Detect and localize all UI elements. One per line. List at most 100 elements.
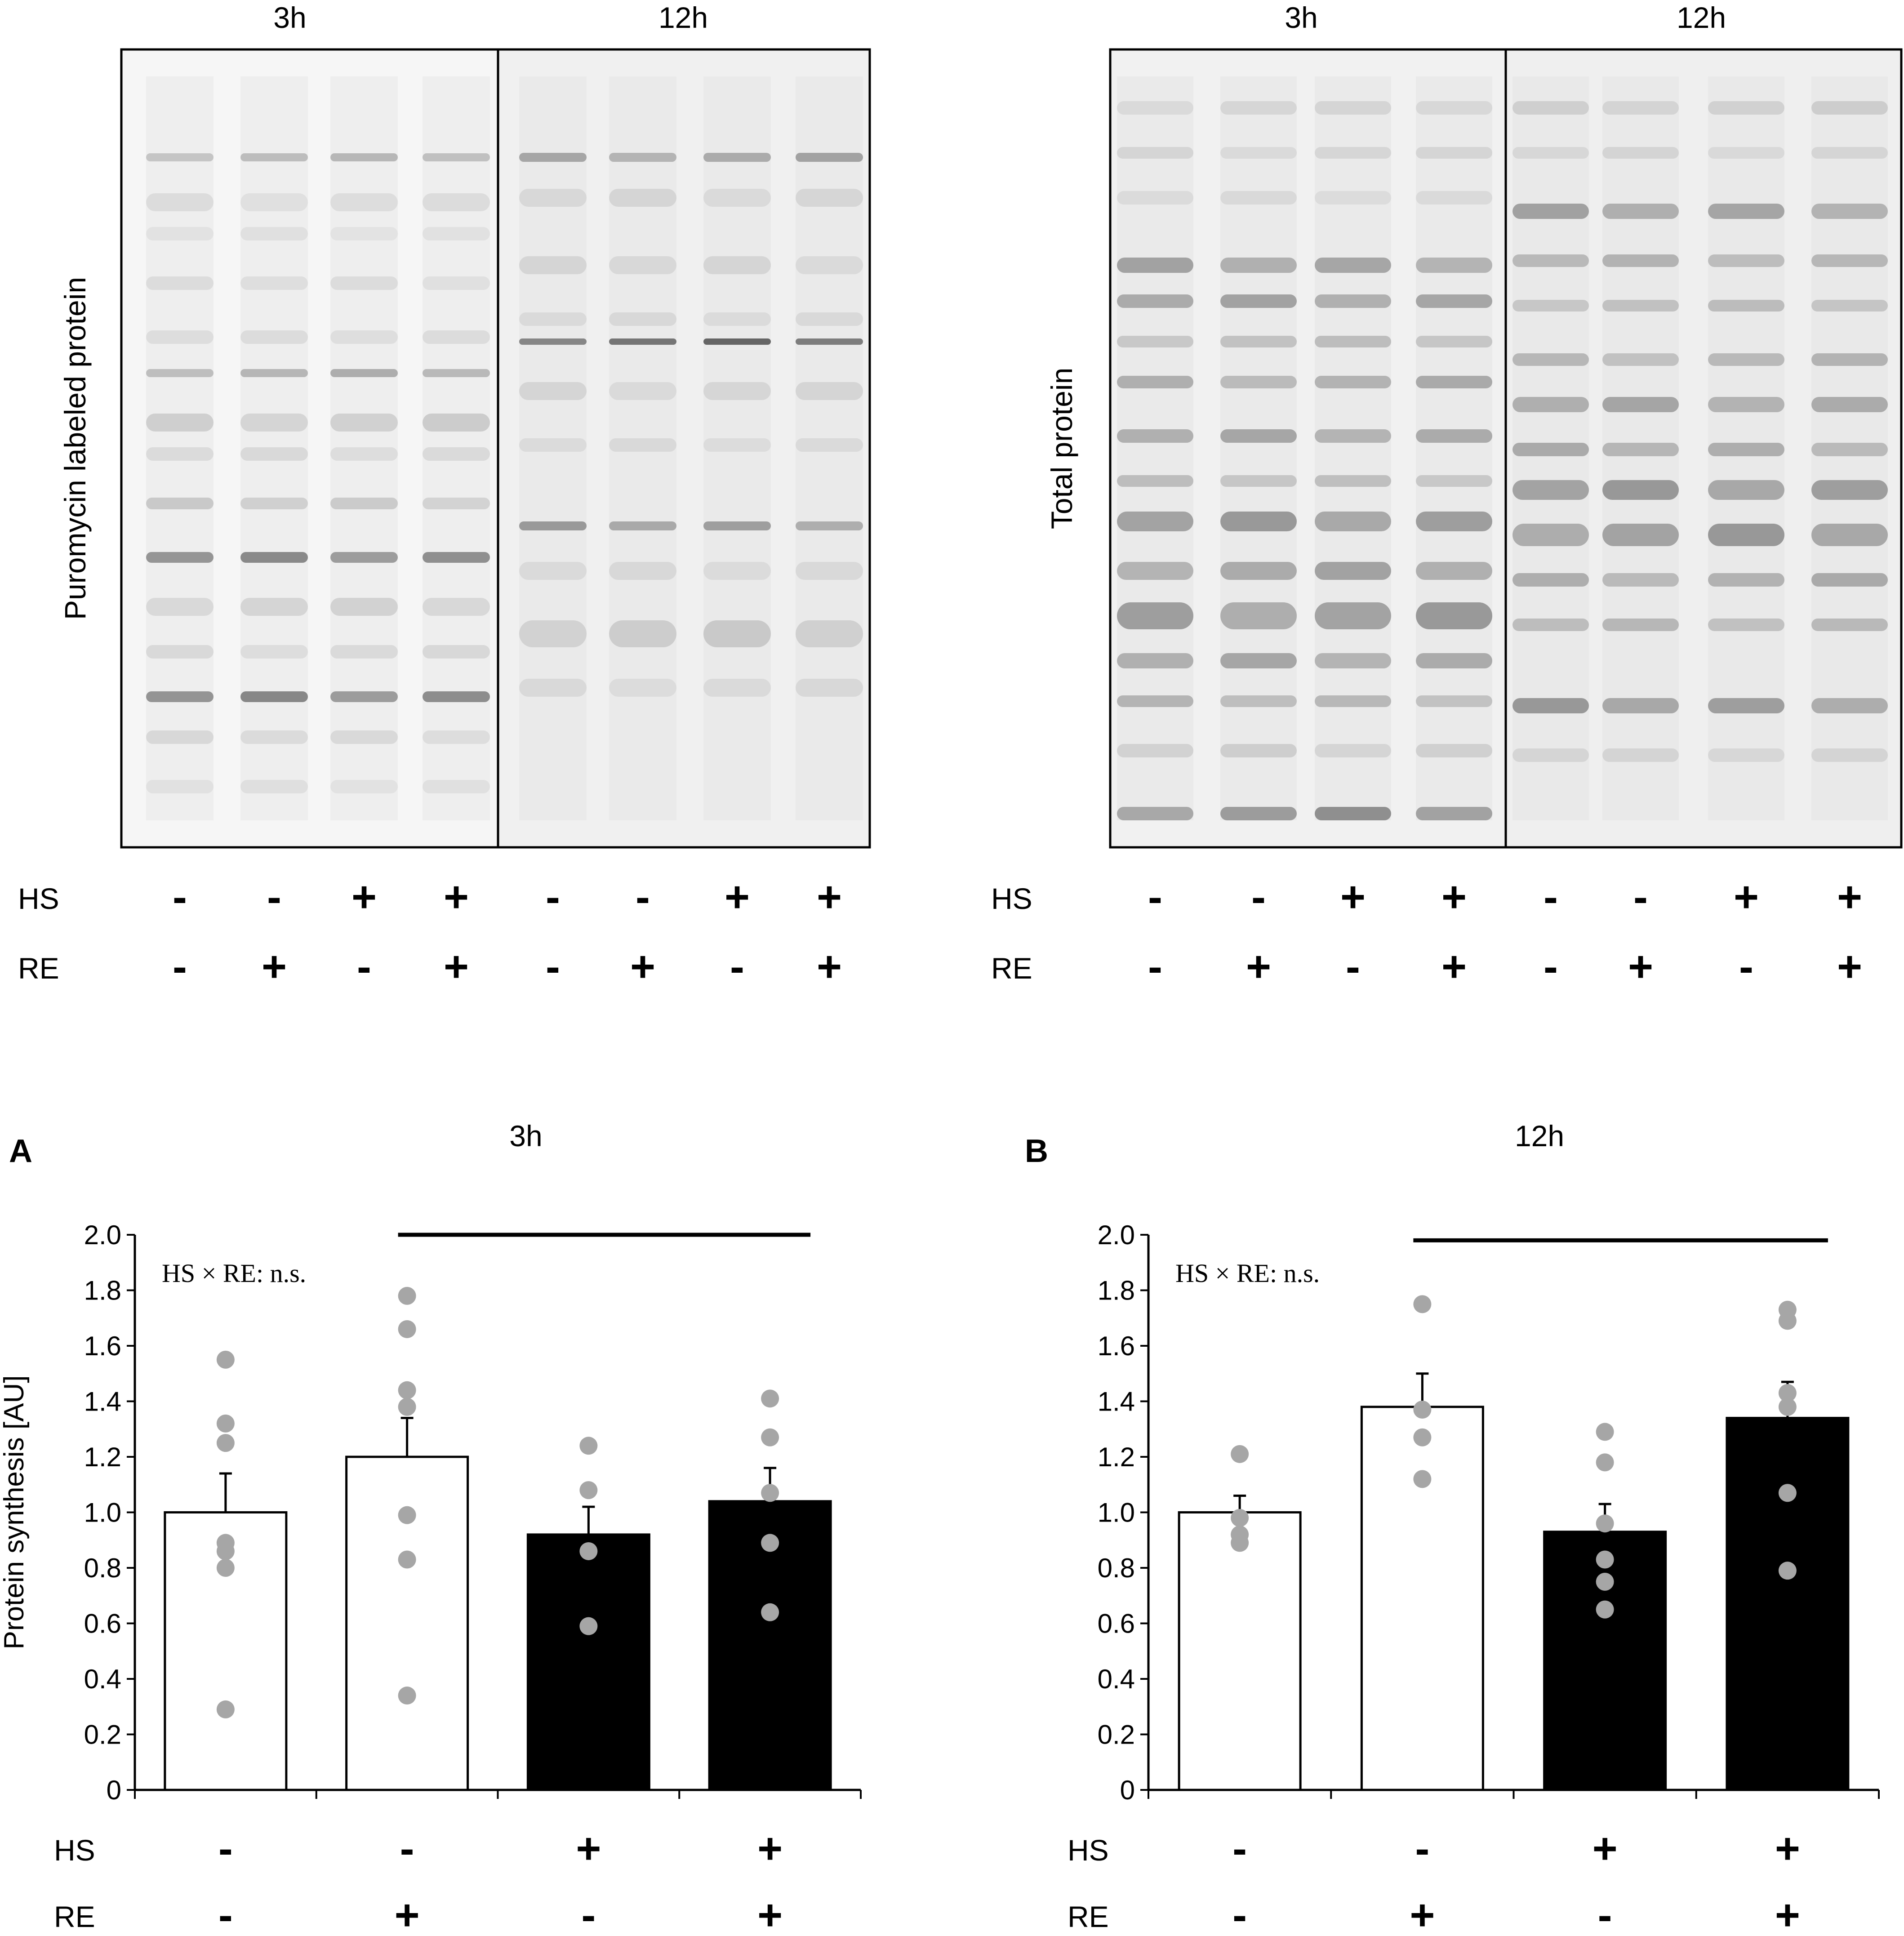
- data-point: [1231, 1445, 1249, 1463]
- protein-band: [1117, 336, 1193, 347]
- y-tick-label: 0.8: [1098, 1553, 1135, 1583]
- protein-band: [1315, 147, 1391, 159]
- protein-band: [1513, 300, 1589, 312]
- bar-charts: A 3h Protein synthesis [AU] 0 0.2 0.4 0.6 0.8 1.…: [0, 1119, 1880, 1936]
- blot-re-sign: -: [1148, 943, 1162, 991]
- protein-band: [423, 369, 490, 377]
- lane-smear: [1513, 76, 1589, 820]
- blot-re-sign: +: [262, 943, 287, 991]
- gel-background-12h: [1506, 49, 1901, 847]
- x-hs-sign: +: [1593, 1825, 1618, 1873]
- protein-band: [1315, 744, 1391, 757]
- protein-band: [1602, 619, 1679, 631]
- protein-band: [1811, 101, 1888, 115]
- protein-band: [1708, 254, 1784, 267]
- protein-band: [796, 438, 863, 452]
- protein-band: [1513, 254, 1589, 267]
- x-re-sign: +: [1775, 1891, 1800, 1936]
- blot-ylabel: Total protein: [1045, 368, 1078, 530]
- protein-band: [1315, 695, 1391, 707]
- blot-ylabel: Puromycin labeled protein: [58, 277, 92, 620]
- protein-band: [240, 276, 308, 290]
- x-re-sign: -: [1232, 1891, 1247, 1936]
- chart-panel-a: A 3h Protein synthesis [AU] 0 0.2 0.4 0.6 0.8 1.…: [0, 1119, 862, 1936]
- protein-band: [796, 521, 863, 530]
- x-hs-sign: -: [218, 1825, 233, 1873]
- y-tick-label: 0.4: [1098, 1664, 1135, 1694]
- x-re-sign: +: [1410, 1891, 1435, 1936]
- protein-band: [1602, 698, 1679, 713]
- protein-band: [1117, 376, 1193, 388]
- bar: [1726, 1417, 1850, 1791]
- protein-band: [146, 330, 214, 344]
- protein-band: [1708, 147, 1784, 159]
- blot-re-sign: +: [444, 943, 469, 991]
- protein-band: [1117, 653, 1193, 668]
- y-tick-label: 2.0: [1098, 1220, 1135, 1250]
- protein-band: [1416, 602, 1492, 629]
- protein-band: [519, 521, 587, 530]
- protein-band: [1220, 258, 1297, 273]
- data-point: [398, 1286, 416, 1305]
- protein-band: [330, 598, 398, 616]
- blot-re-sign: -: [173, 943, 187, 991]
- lane-smear: [1220, 76, 1297, 820]
- blot-hs-sign: -: [1633, 873, 1648, 921]
- protein-band: [1220, 191, 1297, 205]
- blot-re-sign: -: [1544, 943, 1558, 991]
- protein-band: [330, 276, 398, 290]
- protein-band: [1117, 807, 1193, 820]
- data-point: [1596, 1600, 1614, 1619]
- protein-band: [1811, 480, 1888, 500]
- protein-band: [1117, 602, 1193, 629]
- data-point: [761, 1534, 779, 1552]
- protein-band: [1708, 397, 1784, 412]
- protein-band: [1602, 524, 1679, 546]
- blot-panels: 3h 12h Puromycin labeled protein HS RE - - + + - -…: [18, 1, 1903, 991]
- protein-band: [1416, 807, 1492, 820]
- protein-band: [1416, 336, 1492, 347]
- protein-band: [1708, 101, 1784, 115]
- protein-band: [1513, 748, 1589, 762]
- protein-band: [1811, 353, 1888, 366]
- protein-band: [1315, 191, 1391, 205]
- x-hs-sign: +: [576, 1825, 601, 1873]
- protein-band: [1602, 254, 1679, 267]
- blot-re-sign: +: [1246, 943, 1271, 991]
- protein-band: [1513, 353, 1589, 366]
- protein-band: [1811, 300, 1888, 312]
- protein-band: [1220, 294, 1297, 308]
- protein-band: [1117, 294, 1193, 308]
- bar: [1360, 1406, 1484, 1791]
- protein-band: [330, 330, 398, 344]
- protein-band: [609, 382, 676, 400]
- protein-band: [240, 193, 308, 211]
- protein-band: [796, 620, 863, 647]
- protein-band: [519, 256, 587, 274]
- protein-band: [1416, 191, 1492, 205]
- data-point: [1413, 1401, 1432, 1419]
- protein-band: [703, 312, 771, 326]
- protein-band: [330, 193, 398, 211]
- y-tick-label: 1.0: [84, 1498, 121, 1528]
- protein-band: [146, 730, 214, 744]
- gel-frame-12h: [497, 48, 871, 849]
- protein-band: [519, 679, 587, 697]
- data-point: [398, 1320, 416, 1338]
- protein-band: [1220, 336, 1297, 347]
- blot-time-label: 3h: [1285, 1, 1317, 34]
- protein-band: [1602, 443, 1679, 456]
- protein-band: [1811, 573, 1888, 587]
- data-point: [1778, 1484, 1797, 1502]
- protein-band: [146, 447, 214, 461]
- protein-band: [609, 438, 676, 452]
- protein-band: [240, 447, 308, 461]
- blot-re-sign: +: [1441, 943, 1467, 991]
- protein-band: [1315, 429, 1391, 443]
- protein-band: [1315, 475, 1391, 487]
- lane-smear: [1811, 76, 1888, 820]
- chart-title: 3h: [509, 1119, 542, 1153]
- protein-band: [240, 498, 308, 509]
- protein-band: [1708, 480, 1784, 500]
